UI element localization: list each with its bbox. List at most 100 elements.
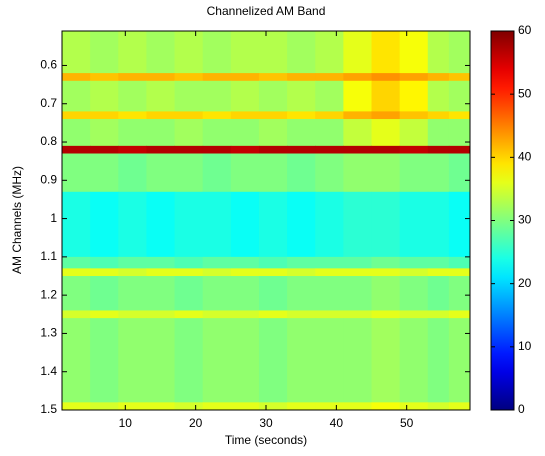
heatmap-cell [287,402,316,411]
heatmap-cell [62,191,91,258]
heatmap-cell [399,145,429,155]
heatmap-cell [448,80,471,112]
heatmap-cell [427,119,450,147]
heatmap-cell [343,268,373,277]
heatmap-cell [399,111,429,120]
heatmap-cell [371,402,401,411]
heatmap-cell [90,145,119,155]
heatmap-cell [343,31,373,74]
heatmap-cell [62,310,91,319]
heatmap-cell [62,80,91,112]
heatmap-cell [258,276,288,311]
x-tick-label: 50 [400,416,414,430]
heatmap-cell [118,153,147,193]
heatmap-cell [230,276,260,311]
heatmap-cell [146,256,176,269]
heatmap-cell [258,153,288,193]
heatmap-cell [287,268,316,277]
y-tick-label: 1.4 [40,364,57,378]
heatmap-cell [399,31,429,74]
heatmap-cell [146,153,176,193]
heatmap-cell [90,256,119,269]
heatmap-cell [448,276,471,311]
heatmap-cell [258,80,288,112]
heatmap-cell [90,318,119,403]
heatmap-cell [230,318,260,403]
heatmap-cell [118,31,147,74]
heatmap-cell [399,191,429,258]
x-tick-label: 20 [189,416,203,430]
heatmap-cell [202,268,232,277]
heatmap-cell [287,310,316,319]
heatmap-cell [371,80,401,112]
heatmap-cell [448,73,471,82]
heatmap-cell [174,145,204,155]
heatmap-cell [230,80,260,112]
heatmap-cell [427,268,450,277]
heatmap-cell [202,191,232,258]
heatmap-cell [371,310,401,319]
heatmap-cell [174,276,204,311]
heatmap-cell [202,153,232,193]
heatmap-cell [174,153,204,193]
heatmap-cell [202,73,232,82]
heatmap-cell [146,402,176,411]
heatmap-cell [202,318,232,403]
heatmap-cell [62,402,91,411]
heatmap-cell [343,402,373,411]
heatmap-cell [118,276,147,311]
x-tick-label: 30 [259,416,273,430]
heatmap-cell [230,268,260,277]
heatmap-cell [202,119,232,147]
heatmap-cell [427,310,450,319]
heatmap-cell [62,276,91,311]
y-tick-label: 1 [50,211,57,225]
heatmap-cell [427,402,450,411]
heatmap-cell [315,111,344,120]
heatmap-cell [230,73,260,82]
heatmap-cell [118,310,147,319]
heatmap-cell [90,276,119,311]
heatmap-cell [230,111,260,120]
heatmap-cell [146,318,176,403]
heatmap-cell [118,268,147,277]
x-axis-label: Time (seconds) [225,433,307,447]
heatmap-cell [118,318,147,403]
heatmap-cell [118,191,147,258]
heatmap-cell [174,73,204,82]
heatmap-cell [90,153,119,193]
heatmap-cell [399,402,429,411]
heatmap-cell [343,256,373,269]
heatmap-cell [146,80,176,112]
heatmap-cell [448,153,471,193]
heatmap-cell [287,191,316,258]
heatmap-cell [62,268,91,277]
heatmap-cell [315,268,344,277]
heatmap-cell [174,119,204,147]
heatmap-cell [371,191,401,258]
heatmap-cell [371,276,401,311]
heatmap-cell [174,80,204,112]
heatmap-cell [448,402,471,411]
heatmap-cell [343,153,373,193]
heatmap-cell [258,256,288,269]
heatmap-cell [427,276,450,311]
heatmap-cell [427,73,450,82]
heatmap-cell [202,31,232,74]
heatmap-cell [315,256,344,269]
y-tick-label: 0.9 [40,172,57,186]
heatmap-cell [343,276,373,311]
heatmap-cell [202,111,232,120]
heatmap-cell [230,310,260,319]
heatmap-cell [258,310,288,319]
heatmap-cell [118,119,147,147]
y-axis-label: AM Channels (MHz) [10,166,24,274]
colorbar-tick-label: 0 [518,402,525,416]
heatmap-cell [62,145,91,155]
heatmap-cell [399,318,429,403]
heatmap-cell [258,145,288,155]
heatmap-cell [202,256,232,269]
heatmap-cell [343,145,373,155]
colorbar-tick-label: 50 [518,86,532,100]
